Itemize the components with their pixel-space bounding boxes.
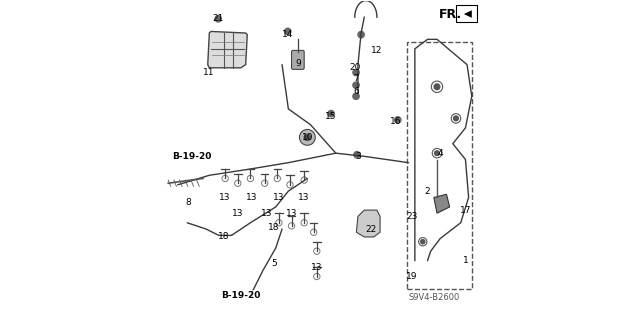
Text: 19: 19 <box>406 272 417 281</box>
Text: 13: 13 <box>273 193 285 202</box>
Text: 18: 18 <box>218 233 229 241</box>
Text: 21: 21 <box>212 14 224 23</box>
Polygon shape <box>208 32 247 68</box>
Circle shape <box>434 84 440 90</box>
Circle shape <box>304 134 310 141</box>
Circle shape <box>328 110 334 117</box>
Circle shape <box>285 28 291 34</box>
Text: 13: 13 <box>246 193 258 202</box>
Text: 1: 1 <box>463 256 468 265</box>
Text: 2: 2 <box>425 187 430 196</box>
Text: 6: 6 <box>353 87 359 96</box>
Text: B-19-20: B-19-20 <box>172 152 212 161</box>
Text: 12: 12 <box>371 46 383 55</box>
Text: 16: 16 <box>390 117 402 126</box>
Text: 17: 17 <box>460 206 471 215</box>
Circle shape <box>353 82 359 88</box>
Text: 13: 13 <box>232 209 244 218</box>
Text: 4: 4 <box>437 149 443 158</box>
Text: 3: 3 <box>355 152 361 161</box>
Circle shape <box>353 93 359 100</box>
Circle shape <box>353 69 359 76</box>
Text: S9V4-B2600: S9V4-B2600 <box>408 293 460 302</box>
Circle shape <box>420 240 425 244</box>
Text: 13: 13 <box>311 263 323 271</box>
Circle shape <box>300 130 316 145</box>
FancyBboxPatch shape <box>292 50 304 69</box>
Text: 18: 18 <box>268 223 280 232</box>
Text: 14: 14 <box>282 30 293 39</box>
Text: 11: 11 <box>203 68 214 77</box>
Circle shape <box>395 117 401 123</box>
Circle shape <box>354 152 360 158</box>
Circle shape <box>215 16 221 22</box>
Text: 10: 10 <box>301 133 313 142</box>
Text: 9: 9 <box>295 59 301 68</box>
Text: 8: 8 <box>185 198 191 207</box>
Circle shape <box>435 151 440 156</box>
Text: 13: 13 <box>298 193 310 202</box>
Text: B-19-20: B-19-20 <box>221 291 260 300</box>
Text: 13: 13 <box>260 209 272 218</box>
Text: 7: 7 <box>353 74 359 83</box>
Polygon shape <box>356 210 380 237</box>
Text: 15: 15 <box>325 112 337 121</box>
Text: 23: 23 <box>406 212 417 221</box>
Polygon shape <box>434 194 450 213</box>
Bar <box>456 4 477 22</box>
Text: 20: 20 <box>349 63 360 72</box>
Text: 13: 13 <box>286 209 298 218</box>
Bar <box>407 42 472 289</box>
Circle shape <box>454 116 458 121</box>
Text: 22: 22 <box>365 225 376 234</box>
Text: 5: 5 <box>271 259 277 268</box>
Polygon shape <box>464 10 472 18</box>
Text: FR.: FR. <box>438 8 461 21</box>
Circle shape <box>358 32 364 38</box>
Text: 13: 13 <box>220 193 231 202</box>
